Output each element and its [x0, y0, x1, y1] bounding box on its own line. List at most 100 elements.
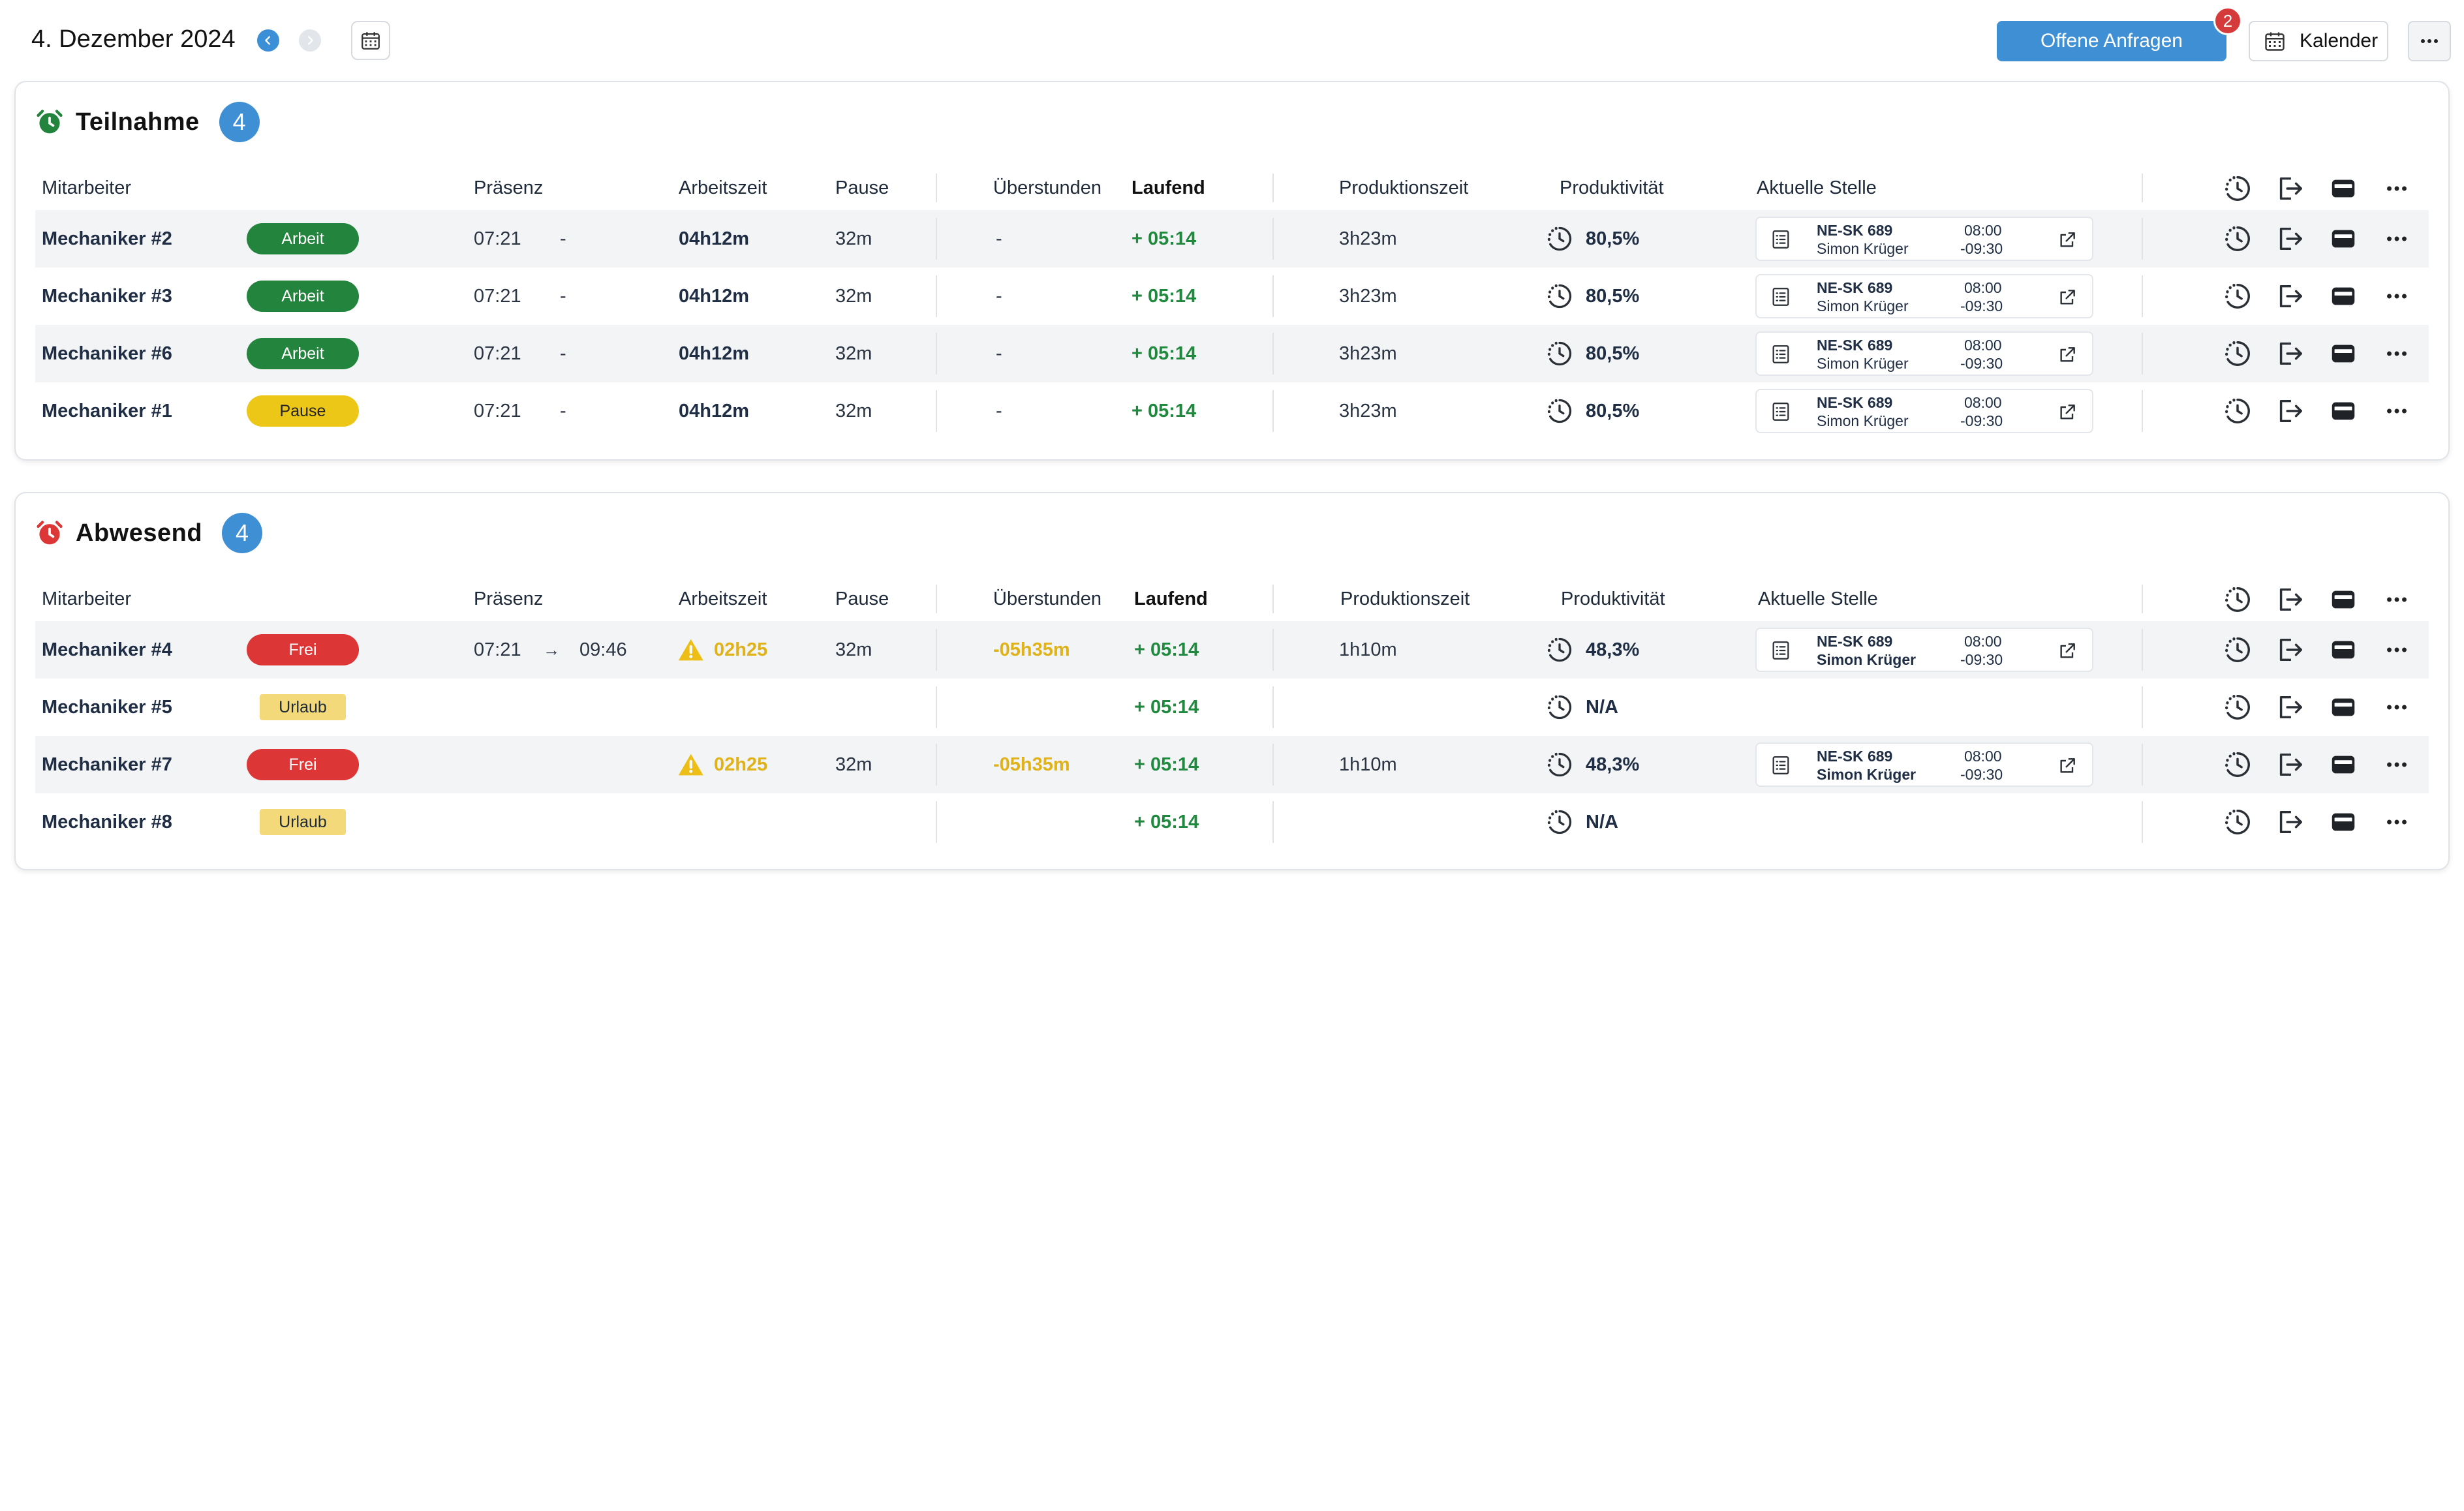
aktuelle-stelle-card[interactable]: NE-SK 689 Simon Krüger 08:00 -09:30: [1755, 274, 2093, 318]
more-horizontal-icon[interactable]: [2382, 281, 2412, 311]
card-wallet-icon[interactable]: [2328, 750, 2358, 780]
more-horizontal-icon[interactable]: [2382, 174, 2412, 204]
logout-icon[interactable]: [2275, 750, 2305, 780]
previous-day-button[interactable]: [257, 29, 279, 52]
col-mitarbeiter[interactable]: Mitarbeiter: [42, 177, 131, 198]
col-aktuelle-stelle[interactable]: Aktuelle Stelle: [1758, 588, 1878, 609]
col-produktionszeit[interactable]: Produktionszeit: [1340, 588, 1470, 609]
aktuelle-stelle-card[interactable]: NE-SK 689 Simon Krüger 08:00 -09:30: [1755, 628, 2093, 672]
card-wallet-icon[interactable]: [2328, 224, 2358, 254]
card-wallet-icon[interactable]: [2328, 807, 2358, 837]
praesenz-end: -: [560, 228, 566, 249]
external-link-icon[interactable]: [2057, 402, 2078, 423]
timer-dashed-icon[interactable]: [2223, 635, 2253, 665]
pause-value: 32m: [835, 400, 872, 421]
timer-dashed-icon[interactable]: [2223, 396, 2253, 426]
timer-dashed-icon[interactable]: [2223, 750, 2253, 780]
col-produktionszeit[interactable]: Produktionszeit: [1339, 177, 1469, 198]
timer-dashed-icon[interactable]: [2223, 807, 2253, 837]
col-pause[interactable]: Pause: [835, 177, 889, 198]
col-arbeitszeit[interactable]: Arbeitszeit: [679, 177, 767, 198]
column-divider: [2142, 629, 2143, 671]
praesenz-start: 07:21: [474, 400, 521, 421]
more-horizontal-icon[interactable]: [2382, 224, 2412, 254]
stelle-code: NE-SK 689: [1817, 633, 1893, 650]
logout-icon[interactable]: [2275, 224, 2305, 254]
more-horizontal-icon[interactable]: [2382, 396, 2412, 426]
card-wallet-icon[interactable]: [2328, 339, 2358, 369]
timer-dashed-icon[interactable]: [2223, 224, 2253, 254]
more-horizontal-icon[interactable]: [2382, 635, 2412, 665]
external-link-icon[interactable]: [2057, 287, 2078, 308]
logout-icon[interactable]: [2275, 585, 2305, 615]
more-options-button[interactable]: [2408, 21, 2451, 61]
teilnahme-count: 4: [219, 102, 260, 142]
col-laufend[interactable]: Laufend: [1134, 588, 1208, 609]
col-praesenz[interactable]: Präsenz: [474, 588, 544, 609]
timer-dashed-icon[interactable]: [2223, 692, 2253, 722]
kalender-button[interactable]: Kalender: [2249, 21, 2388, 61]
stelle-person: Simon Krüger: [1817, 355, 1909, 372]
column-divider: [2142, 801, 2143, 843]
stelle-code: NE-SK 689: [1817, 394, 1893, 411]
col-arbeitszeit[interactable]: Arbeitszeit: [679, 588, 767, 609]
produktivitaet-cell: 48,3%: [1545, 621, 1639, 679]
employee-name: Mechaniker #8: [42, 811, 172, 832]
col-produktivitaet[interactable]: Produktivität: [1560, 177, 1664, 198]
logout-icon[interactable]: [2275, 174, 2305, 204]
col-mitarbeiter[interactable]: Mitarbeiter: [42, 588, 131, 609]
timer-dashed-icon: [1545, 808, 1574, 836]
offene-anfragen-button[interactable]: Offene Anfragen: [1997, 21, 2226, 61]
timer-dashed-icon: [1545, 750, 1574, 779]
aktuelle-stelle-card[interactable]: NE-SK 689 Simon Krüger 08:00 -09:30: [1755, 331, 2093, 376]
card-wallet-icon[interactable]: [2328, 635, 2358, 665]
card-wallet-icon[interactable]: [2328, 174, 2358, 204]
col-aktuelle-stelle[interactable]: Aktuelle Stelle: [1757, 177, 1877, 198]
logout-icon[interactable]: [2275, 692, 2305, 722]
column-divider: [2142, 686, 2143, 728]
col-praesenz[interactable]: Präsenz: [474, 177, 544, 198]
more-horizontal-icon[interactable]: [2382, 807, 2412, 837]
ueberstunden-value: -: [996, 400, 1002, 421]
col-pause[interactable]: Pause: [835, 588, 889, 609]
aktuelle-stelle-card[interactable]: NE-SK 689 Simon Krüger 08:00 -09:30: [1755, 217, 2093, 261]
col-ueberstunden[interactable]: Überstunden: [993, 588, 1102, 609]
document-list-icon: [1770, 754, 1792, 776]
next-day-button[interactable]: [299, 29, 321, 52]
external-link-icon[interactable]: [2057, 641, 2078, 662]
status-cell: Urlaub: [260, 679, 346, 736]
external-link-icon[interactable]: [2057, 756, 2078, 776]
card-wallet-icon[interactable]: [2328, 396, 2358, 426]
logout-icon[interactable]: [2275, 281, 2305, 311]
timer-dashed-icon[interactable]: [2223, 585, 2253, 615]
date-picker-button[interactable]: [351, 21, 390, 60]
logout-icon[interactable]: [2275, 807, 2305, 837]
external-link-icon[interactable]: [2057, 230, 2078, 251]
more-horizontal-icon[interactable]: [2382, 339, 2412, 369]
status-badge: Pause: [247, 395, 359, 427]
arbeitszeit-cell: 02h25: [677, 621, 767, 679]
stelle-time-from: 08:00: [1964, 337, 2002, 354]
calendar-icon: [2265, 32, 2285, 51]
produktionszeit-value: 1h10m: [1339, 754, 1397, 775]
logout-icon[interactable]: [2275, 396, 2305, 426]
col-ueberstunden[interactable]: Überstunden: [993, 177, 1102, 198]
more-horizontal-icon[interactable]: [2382, 692, 2412, 722]
card-wallet-icon[interactable]: [2328, 585, 2358, 615]
more-horizontal-icon[interactable]: [2382, 585, 2412, 615]
card-wallet-icon[interactable]: [2328, 692, 2358, 722]
timer-dashed-icon[interactable]: [2223, 174, 2253, 204]
aktuelle-stelle-card[interactable]: NE-SK 689 Simon Krüger 08:00 -09:30: [1755, 742, 2093, 787]
logout-icon[interactable]: [2275, 635, 2305, 665]
card-wallet-icon[interactable]: [2328, 281, 2358, 311]
column-divider: [1272, 585, 1274, 613]
more-horizontal-icon[interactable]: [2382, 750, 2412, 780]
col-laufend[interactable]: Laufend: [1132, 177, 1205, 198]
col-produktivitaet[interactable]: Produktivität: [1561, 588, 1665, 609]
timer-dashed-icon[interactable]: [2223, 339, 2253, 369]
aktuelle-stelle-card[interactable]: NE-SK 689 Simon Krüger 08:00 -09:30: [1755, 389, 2093, 433]
logout-icon[interactable]: [2275, 339, 2305, 369]
status-badge: Arbeit: [247, 281, 359, 312]
external-link-icon[interactable]: [2057, 344, 2078, 365]
timer-dashed-icon[interactable]: [2223, 281, 2253, 311]
